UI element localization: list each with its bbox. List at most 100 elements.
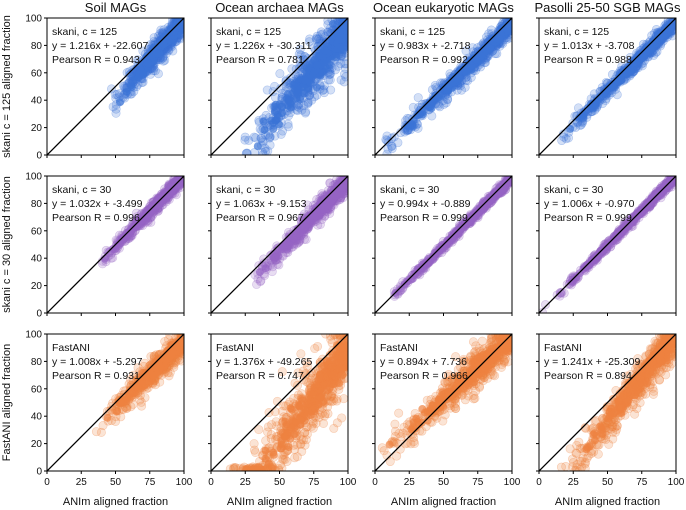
data-point <box>313 220 323 230</box>
data-point <box>240 135 250 145</box>
data-point <box>573 103 583 113</box>
data-point <box>318 29 328 39</box>
panel <box>375 18 512 155</box>
data-point <box>325 178 335 188</box>
data-point <box>313 61 322 70</box>
data-point <box>283 122 293 132</box>
data-point <box>389 132 399 142</box>
data-point <box>108 253 118 263</box>
data-point <box>324 75 334 85</box>
data-point <box>115 239 124 248</box>
panel <box>47 176 184 313</box>
annotation-pearson: Pearson R = 0.992 <box>380 54 468 66</box>
data-point <box>460 82 470 92</box>
reference-line <box>47 176 184 313</box>
data-point <box>293 86 302 95</box>
data-point <box>382 131 392 141</box>
data-point <box>559 132 569 142</box>
data-point <box>299 234 309 244</box>
data-point <box>449 78 458 87</box>
data-point <box>269 124 278 133</box>
data-point <box>283 90 292 99</box>
data-point <box>490 49 500 59</box>
data-point <box>301 107 311 117</box>
data-point <box>299 55 309 65</box>
annotation-pearson: Pearson R = 0.943 <box>52 54 140 66</box>
data-point <box>564 133 574 143</box>
data-point <box>255 277 265 287</box>
data-point <box>122 87 131 96</box>
data-point <box>300 76 309 85</box>
data-point <box>260 125 269 134</box>
data-point <box>106 84 116 94</box>
data-point <box>261 146 271 155</box>
data-point <box>299 55 309 65</box>
data-point <box>255 268 264 277</box>
data-point <box>270 102 279 111</box>
y-axis-label: skani c = 30 aligned fraction <box>1 176 13 313</box>
data-point <box>340 69 348 79</box>
data-point <box>281 240 290 249</box>
data-point <box>307 95 317 105</box>
data-point <box>263 146 273 155</box>
data-point <box>409 116 418 125</box>
data-point <box>297 105 307 115</box>
data-point <box>310 92 320 102</box>
data-point <box>296 50 306 60</box>
y-tick-label: 100 <box>25 14 42 25</box>
data-point <box>503 26 512 35</box>
data-point <box>111 104 121 114</box>
data-point <box>277 108 286 117</box>
data-point <box>296 95 305 104</box>
data-point <box>258 149 268 155</box>
data-point <box>441 98 451 108</box>
reference-line <box>539 18 676 155</box>
data-point <box>163 45 173 55</box>
data-point <box>312 90 322 100</box>
data-point <box>301 234 311 244</box>
data-point <box>271 253 280 262</box>
data-point <box>110 90 120 100</box>
data-point <box>281 76 291 86</box>
data-point <box>418 110 427 119</box>
data-point <box>287 100 296 109</box>
data-point <box>302 200 312 210</box>
panel <box>211 176 348 313</box>
annotation-fit: y = 1.063x + -9.153 <box>216 198 307 210</box>
data-point <box>292 233 301 242</box>
data-point <box>287 64 297 74</box>
data-point <box>311 34 321 44</box>
data-point <box>253 142 262 151</box>
data-point <box>383 144 393 154</box>
reference-line <box>375 18 512 155</box>
annotation-method: skani, c = 125 <box>216 26 281 38</box>
data-point <box>265 133 275 143</box>
data-point <box>439 99 449 109</box>
annotation-pearson: Pearson R = 0.988 <box>544 54 632 66</box>
data-point <box>435 102 445 112</box>
annotation-method: skani, c = 125 <box>380 26 445 38</box>
data-point <box>258 136 268 146</box>
data-point <box>244 135 254 145</box>
data-point <box>315 219 325 229</box>
panel <box>47 18 184 155</box>
data-point <box>590 100 599 109</box>
data-point <box>300 108 310 118</box>
data-point <box>566 124 575 133</box>
data-point <box>408 102 418 112</box>
data-point <box>666 24 675 33</box>
data-point <box>276 83 286 93</box>
data-point <box>302 67 311 76</box>
y-tick-label: 0 <box>36 309 42 320</box>
data-point <box>387 141 397 151</box>
data-point <box>299 101 309 111</box>
data-point <box>319 88 329 98</box>
data-point <box>304 37 314 47</box>
data-point <box>340 63 348 73</box>
data-point <box>259 117 268 126</box>
data-point <box>150 66 160 76</box>
data-point <box>294 49 304 59</box>
data-point <box>152 49 161 58</box>
data-point <box>262 85 272 95</box>
data-point <box>639 53 648 62</box>
